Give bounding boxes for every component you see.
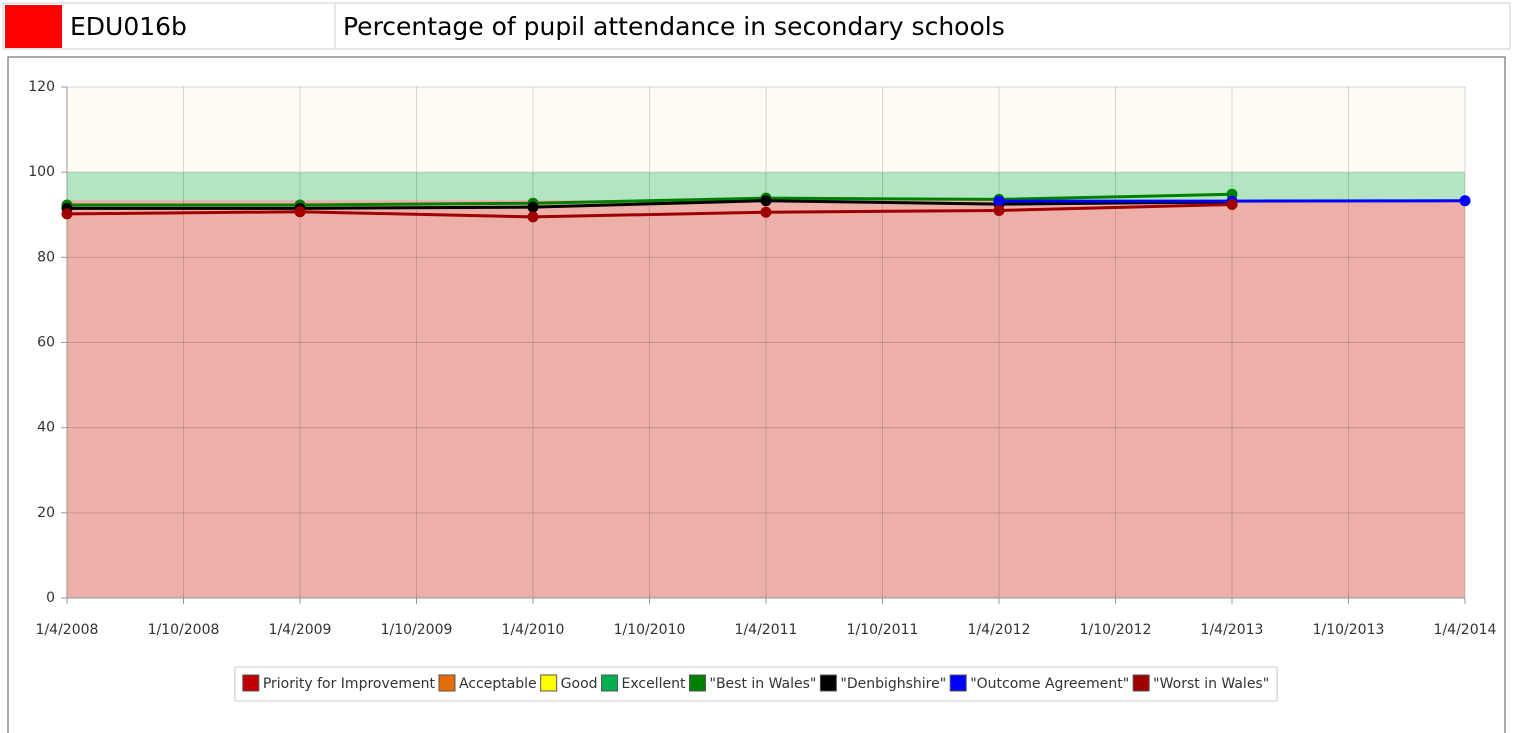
x-tick-label: 1/4/2008 — [36, 622, 99, 638]
x-tick-label: 1/10/2010 — [614, 622, 686, 638]
y-tick-label: 40 — [37, 420, 55, 436]
header-row — [2, 2, 1511, 50]
legend-label: Priority for Improvement — [263, 676, 436, 692]
x-tick-label: 1/4/2013 — [1201, 622, 1264, 638]
legend-label: Acceptable — [459, 676, 537, 692]
x-tick-label: 1/4/2012 — [968, 622, 1031, 638]
legend-swatch — [242, 674, 260, 692]
y-tick-label: 120 — [28, 79, 55, 95]
chart-frame — [7, 56, 1506, 733]
x-tick-label: 1/4/2009 — [269, 622, 332, 638]
y-tick-label: 100 — [28, 164, 55, 180]
legend-label: Good — [561, 676, 598, 692]
band — [67, 200, 1465, 598]
series-point — [1226, 199, 1238, 211]
status-square — [5, 5, 62, 48]
legend-swatch — [689, 674, 706, 692]
x-tick-label: 1/10/2013 — [1313, 622, 1385, 638]
legend-label: "Outcome Agreement" — [970, 676, 1129, 692]
legend-label: "Worst in Wales" — [1153, 676, 1269, 692]
series-point — [760, 195, 772, 207]
y-tick-label: 60 — [37, 335, 55, 351]
y-tick-label: 80 — [37, 249, 55, 265]
series-point — [61, 208, 73, 220]
legend-label: "Denbighshire" — [840, 676, 946, 692]
x-tick-label: 1/10/2012 — [1080, 622, 1152, 638]
legend-label: "Best in Wales" — [710, 676, 817, 692]
legend-swatch — [601, 674, 619, 692]
legend-swatch — [949, 674, 967, 692]
plot-background — [67, 87, 1465, 598]
legend-swatch — [1132, 674, 1150, 692]
x-tick-label: 1/10/2008 — [148, 622, 220, 638]
series-point — [527, 211, 539, 223]
legend-swatch — [540, 674, 558, 692]
series-line — [67, 199, 1233, 210]
legend-label: Excellent — [622, 676, 686, 692]
y-tick-label: 20 — [37, 505, 55, 521]
series-point — [294, 206, 306, 218]
y-tick-label: 0 — [46, 590, 55, 606]
x-tick-label: 1/4/2014 — [1434, 622, 1497, 638]
series-point — [993, 195, 1005, 207]
series-point — [527, 201, 539, 213]
x-tick-label: 1/10/2009 — [381, 622, 453, 638]
series-point — [760, 206, 772, 218]
series-point — [1459, 195, 1471, 207]
x-tick-label: 1/10/2011 — [847, 622, 919, 638]
series-line — [67, 192, 1233, 207]
series-point — [993, 204, 1005, 216]
legend-swatch — [819, 674, 837, 692]
x-tick-label: 1/4/2010 — [502, 622, 565, 638]
indicator-title: Percentage of pupil attendance in second… — [343, 12, 1005, 41]
series-line — [66, 203, 1233, 219]
indicator-code: EDU016b — [70, 12, 187, 41]
legend-swatch — [438, 674, 456, 692]
legend — [234, 666, 1278, 702]
x-tick-label: 1/4/2011 — [735, 622, 798, 638]
